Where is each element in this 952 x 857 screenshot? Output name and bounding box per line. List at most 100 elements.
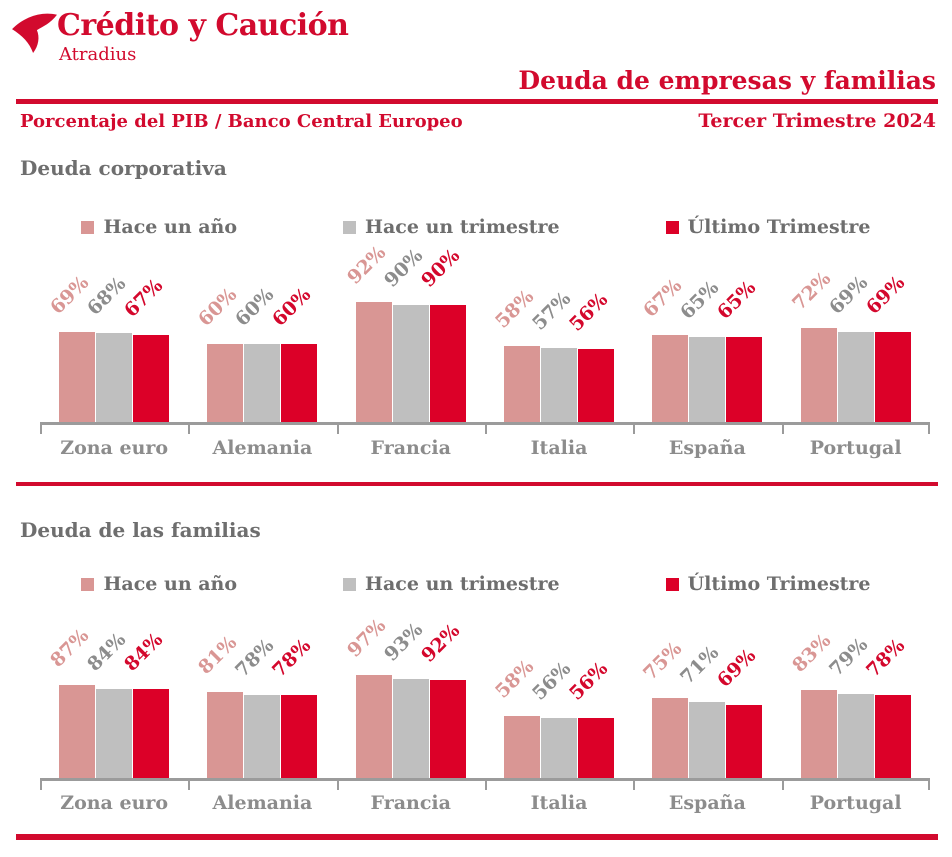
tri-blade-bird-icon	[12, 13, 57, 54]
category-label: Alemania	[212, 792, 313, 814]
bar-red	[133, 689, 169, 778]
bar-red	[429, 305, 466, 422]
bar-value-label: 92%	[416, 619, 464, 667]
bar-red	[429, 680, 466, 778]
legend-label: Hace un trimestre	[365, 216, 560, 238]
axis-tick	[928, 422, 930, 434]
bar-pink	[800, 328, 837, 422]
bar-pink	[207, 692, 244, 778]
bar-gray	[244, 695, 281, 778]
legend-item-last-quarter: Último Trimestre	[665, 216, 871, 238]
bar-pink	[207, 344, 244, 422]
bar-pink	[59, 332, 95, 422]
bar-value-label: 56%	[565, 288, 613, 336]
bar-value-label: 78%	[861, 634, 909, 682]
bar-red	[874, 332, 911, 422]
legend-corporate: Hace un año Hace un trimestre Último Tri…	[0, 216, 952, 238]
legend-label: Hace un año	[103, 216, 238, 238]
bar-gray	[96, 689, 132, 778]
legend-label: Hace un año	[103, 573, 238, 595]
brand-name: Crédito y Caución	[57, 8, 349, 43]
bar-value-label: 72%	[787, 267, 835, 315]
axis-tick	[781, 422, 784, 434]
axis-tick	[336, 778, 339, 790]
bar-red	[133, 335, 169, 422]
bar-gray	[540, 348, 577, 422]
bar-value-label: 84%	[83, 628, 131, 676]
bar-red	[874, 695, 911, 778]
bar-value-label: 57%	[528, 287, 576, 335]
bar-value-label: 78%	[231, 634, 279, 682]
legend-swatch-gray-icon	[343, 220, 357, 234]
bar-value-label: 93%	[379, 618, 427, 666]
legend-label: Último Trimestre	[687, 216, 871, 238]
category-label: Francia	[370, 437, 451, 459]
bar-gray	[244, 344, 281, 422]
bar-pink	[59, 685, 95, 778]
category-label: España	[668, 437, 746, 459]
bar-pink	[503, 346, 540, 422]
top-rule	[16, 99, 938, 104]
axis-tick	[188, 778, 191, 790]
bar-value-label: 83%	[787, 629, 835, 677]
bar-value-label: 87%	[46, 624, 94, 672]
bar-value-label: 69%	[861, 271, 909, 319]
bar-value-label: 60%	[231, 283, 279, 331]
bar-value-label: 79%	[824, 633, 872, 681]
bar-value-label: 97%	[342, 614, 390, 662]
category-label: Portugal	[809, 792, 902, 814]
source-subtitle: Porcentaje del PIB / Banco Central Europ…	[20, 111, 463, 132]
legend-item-year-ago: Hace un año	[81, 573, 237, 595]
bar-red	[726, 705, 763, 778]
bar-value-label: 56%	[528, 657, 576, 705]
x-axis-line	[40, 422, 930, 425]
legend-label: Hace un trimestre	[365, 573, 560, 595]
bar-gray	[392, 305, 429, 422]
axis-tick	[928, 778, 930, 790]
bar-value-label: 78%	[268, 634, 316, 682]
brand-subname: Atradius	[59, 44, 137, 65]
axis-tick	[484, 422, 487, 434]
bar-value-label: 75%	[639, 637, 687, 685]
legend-swatch-red-icon	[665, 577, 679, 591]
bar-pink	[355, 675, 392, 778]
bar-value-label: 65%	[676, 276, 724, 324]
bar-value-label: 71%	[676, 641, 724, 689]
bar-red	[726, 337, 763, 422]
category-label: Zona euro	[60, 437, 169, 459]
category-label: Italia	[530, 437, 588, 459]
category-label: España	[668, 792, 746, 814]
bar-pink	[800, 690, 837, 778]
bar-value-label: 92%	[342, 241, 390, 289]
legend-swatch-red-icon	[665, 220, 679, 234]
axis-tick	[484, 778, 487, 790]
bar-pink	[652, 698, 689, 778]
brand-logo-icon	[12, 10, 58, 54]
axis-tick	[781, 778, 784, 790]
bar-value-label: 60%	[268, 283, 316, 331]
chart-title-households: Deuda de las familias	[20, 518, 261, 542]
category-label: Italia	[530, 792, 588, 814]
bar-pink	[652, 335, 689, 422]
bar-red	[281, 344, 318, 422]
bar-red	[577, 349, 614, 422]
bar-gray	[689, 337, 726, 422]
category-label: Portugal	[809, 437, 902, 459]
legend-households: Hace un año Hace un trimestre Último Tri…	[0, 573, 952, 595]
bar-value-label: 84%	[120, 628, 168, 676]
bar-value-label: 67%	[120, 274, 168, 322]
chart-title-corporate: Deuda corporativa	[20, 156, 227, 180]
axis-tick	[633, 778, 636, 790]
axis-tick	[188, 422, 191, 434]
bar-gray	[837, 694, 874, 778]
legend-swatch-pink-icon	[81, 577, 95, 591]
bar-value-label: 65%	[713, 276, 761, 324]
legend-item-quarter-ago: Hace un trimestre	[343, 573, 560, 595]
bar-red	[577, 718, 614, 778]
bar-gray	[837, 332, 874, 422]
bar-gray	[689, 702, 726, 778]
bar-value-label: 58%	[491, 285, 539, 333]
bar-value-label: 60%	[194, 283, 242, 331]
bar-value-label: 69%	[713, 644, 761, 692]
page-title: Deuda de empresas y familias	[518, 66, 936, 95]
